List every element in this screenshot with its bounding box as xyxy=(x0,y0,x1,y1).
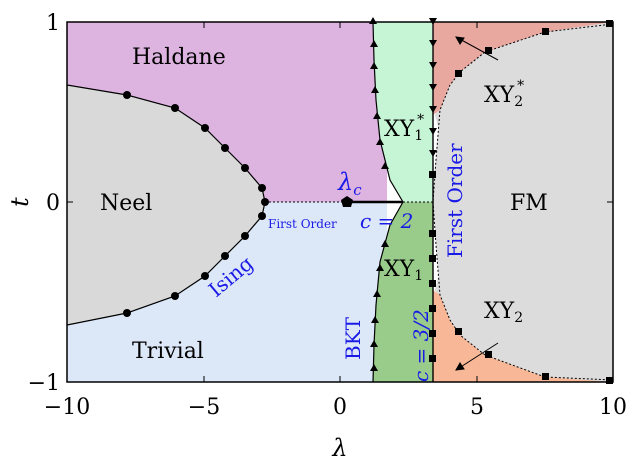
y-axis-label: t xyxy=(6,197,34,207)
label-fm: FM xyxy=(510,191,548,216)
x-axis-label: λ xyxy=(331,434,347,462)
label-xy1: XY1 xyxy=(384,257,423,284)
label-neel: Neel xyxy=(100,191,152,216)
ytick-label: 0 xyxy=(46,191,60,216)
region-fm-overlay xyxy=(433,24,613,380)
ytick-label: 1 xyxy=(46,11,60,36)
ising-markers xyxy=(123,91,269,317)
label-bkt: BKT xyxy=(341,316,365,360)
xtick-label: −10 xyxy=(44,395,90,420)
label-c32: c = 3/2 xyxy=(409,309,433,382)
region-xy2-star xyxy=(433,22,613,115)
ytick-label: −1 xyxy=(28,371,60,396)
xtick-label: 0 xyxy=(333,395,347,420)
bkt-boundary-lower xyxy=(372,201,404,382)
label-xy2: XY2 xyxy=(484,299,523,326)
label-trivial: Trivial xyxy=(132,339,204,364)
c32-markers-square xyxy=(429,171,436,362)
label-first-order-big: First Order xyxy=(443,143,467,258)
region-xy1-star xyxy=(373,22,433,202)
c32-markers-down xyxy=(429,18,437,157)
label-lambda-c: λc xyxy=(337,168,362,199)
xtick-label: 5 xyxy=(470,395,484,420)
arrows xyxy=(455,36,499,371)
xy2-markers xyxy=(455,20,613,384)
label-c2: c = 2 xyxy=(360,209,413,233)
region-xy2 xyxy=(433,290,613,382)
bkt-boundary-upper xyxy=(372,22,404,203)
xy2-boundary xyxy=(432,201,613,381)
label-haldane: Haldane xyxy=(132,45,226,70)
label-xy2-star: XY2* xyxy=(484,78,524,110)
xy2-star-boundary xyxy=(432,23,613,203)
label-xy1-star: XY1* xyxy=(384,112,424,144)
lambda-c-marker xyxy=(341,196,353,207)
xtick-label: 10 xyxy=(599,395,627,420)
xtick-label: −5 xyxy=(188,395,220,420)
tick-marks xyxy=(66,21,614,383)
label-first-order-small: First Order xyxy=(268,217,337,231)
